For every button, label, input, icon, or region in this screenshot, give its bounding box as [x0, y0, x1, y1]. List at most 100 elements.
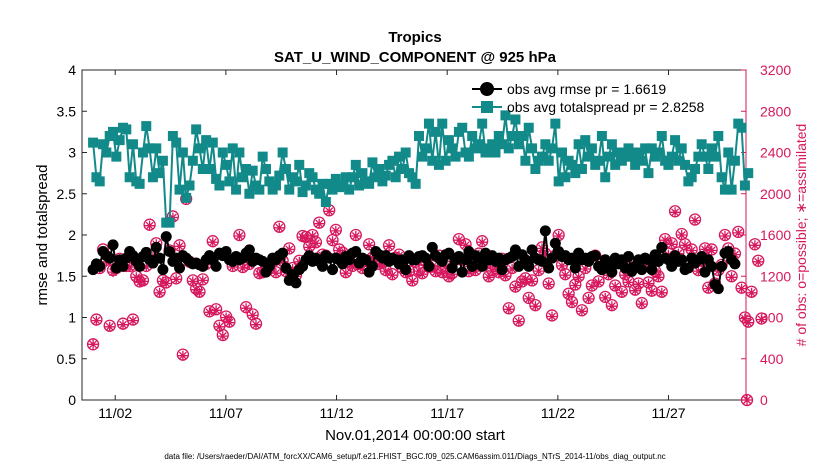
spread-point [367, 157, 378, 168]
rmse-point [277, 247, 289, 259]
obs-assimilated-point [324, 206, 335, 217]
spread-point [500, 110, 511, 121]
obs-assimilated-point [197, 275, 208, 286]
obs-assimilated-point [743, 317, 754, 328]
spread-point [530, 164, 541, 174]
spread-point [517, 131, 528, 141]
obs-assimilated-point [274, 222, 285, 233]
spread-point [297, 187, 308, 198]
rmse-point [539, 225, 551, 237]
spread-point [640, 143, 651, 154]
obs-assimilated-point [297, 232, 308, 243]
spread-point [237, 172, 248, 183]
spread-point [337, 180, 348, 191]
spread-point [144, 143, 155, 154]
obs-assimilated-point [573, 272, 584, 283]
rmse-point [423, 260, 435, 272]
y-axis-label: rmse and totalspread [34, 165, 51, 306]
rmse-point [160, 231, 172, 243]
chart-title: Tropics [388, 29, 441, 46]
spread-point [330, 173, 341, 184]
spread-point [247, 165, 258, 176]
spread-point [364, 178, 375, 189]
obs-assimilated-point [746, 287, 757, 298]
obs-assimilated-point [224, 317, 235, 328]
obs-assimilated-point [377, 258, 388, 269]
rmse-point [157, 264, 169, 276]
obs-assimilated-point [463, 267, 474, 278]
y-tick-label: 0.5 [57, 351, 77, 367]
obs-assimilated-point [580, 264, 591, 274]
spread-point [134, 178, 145, 189]
obs-assimilated-point [177, 350, 188, 361]
legend-spread-label: obs avg totalspread pr = 2.8258 [507, 99, 705, 115]
obs-assimilated-point [503, 304, 514, 315]
rmse-point [366, 260, 378, 272]
y-tick-label: 2.5 [57, 186, 77, 202]
obs-assimilated-point [350, 231, 361, 241]
obs-assimilated-point [600, 292, 611, 303]
obs-assimilated-point [214, 321, 225, 332]
obs-assimilated-point [533, 266, 544, 277]
obs-assimilated-point [490, 262, 501, 272]
obs-assimilated-point [460, 240, 471, 251]
obs-assimilated-point [513, 316, 524, 327]
spread-point [171, 137, 182, 148]
spread-point [467, 131, 478, 141]
obs-assimilated-point [749, 240, 760, 251]
obs-assimilated-point [128, 315, 138, 326]
spread-point [114, 135, 125, 146]
spread-point [241, 164, 252, 174]
obs-assimilated-point [477, 237, 488, 248]
obs-assimilated-point [167, 212, 178, 223]
obs-assimilated-point [736, 283, 747, 294]
spread-point [164, 217, 175, 228]
y-tick-label: 3 [68, 145, 76, 161]
spread-point [197, 164, 208, 174]
obs-assimilated-point [204, 307, 215, 318]
x-tick-label: 11/02 [98, 405, 132, 421]
y-tick-label: 0 [68, 392, 76, 408]
spread-point [437, 118, 448, 129]
obs-possible-point [86, 338, 100, 351]
spread-point [284, 184, 295, 195]
rmse-point [526, 244, 538, 256]
obs-assimilated-point [374, 259, 385, 270]
spread-point [716, 172, 727, 183]
x-tick-label: 11/17 [430, 405, 464, 421]
spread-point [663, 159, 674, 170]
y-tick-label: 1 [68, 310, 76, 326]
obs-assimilated-point [207, 237, 218, 248]
spread-point [560, 172, 571, 183]
spread-point [606, 139, 617, 150]
obs-assimilated-point [417, 269, 428, 280]
obs-assimilated-point [144, 220, 155, 231]
obs-assimilated-point [630, 285, 641, 296]
spread-point [620, 151, 631, 162]
spread-point [443, 135, 454, 146]
obs-assimilated-point [643, 278, 654, 289]
obs-assimilated-point [557, 260, 567, 271]
obs-assimilated-point [523, 293, 534, 304]
obs-assimilated-point [700, 244, 710, 255]
spread-point [739, 180, 750, 191]
spread-point [543, 155, 554, 166]
rmse-point [243, 244, 255, 256]
spread-point [556, 147, 567, 158]
obs-assimilated-point [307, 231, 318, 241]
x-tick-label: 11/22 [541, 405, 575, 421]
spread-point [217, 147, 228, 158]
obs-assimilated-point [407, 276, 418, 287]
spread-point [686, 172, 697, 183]
spread-point [450, 151, 461, 162]
obs-assimilated-point [327, 236, 338, 247]
obs-axis-marker-star [742, 395, 752, 405]
spread-point [550, 118, 561, 129]
spread-point [503, 143, 514, 154]
rmse-point [174, 262, 186, 274]
spread-point [646, 143, 657, 154]
obs-assimilated-point [300, 233, 311, 244]
spread-point [261, 164, 272, 174]
rmse-point [636, 264, 648, 276]
